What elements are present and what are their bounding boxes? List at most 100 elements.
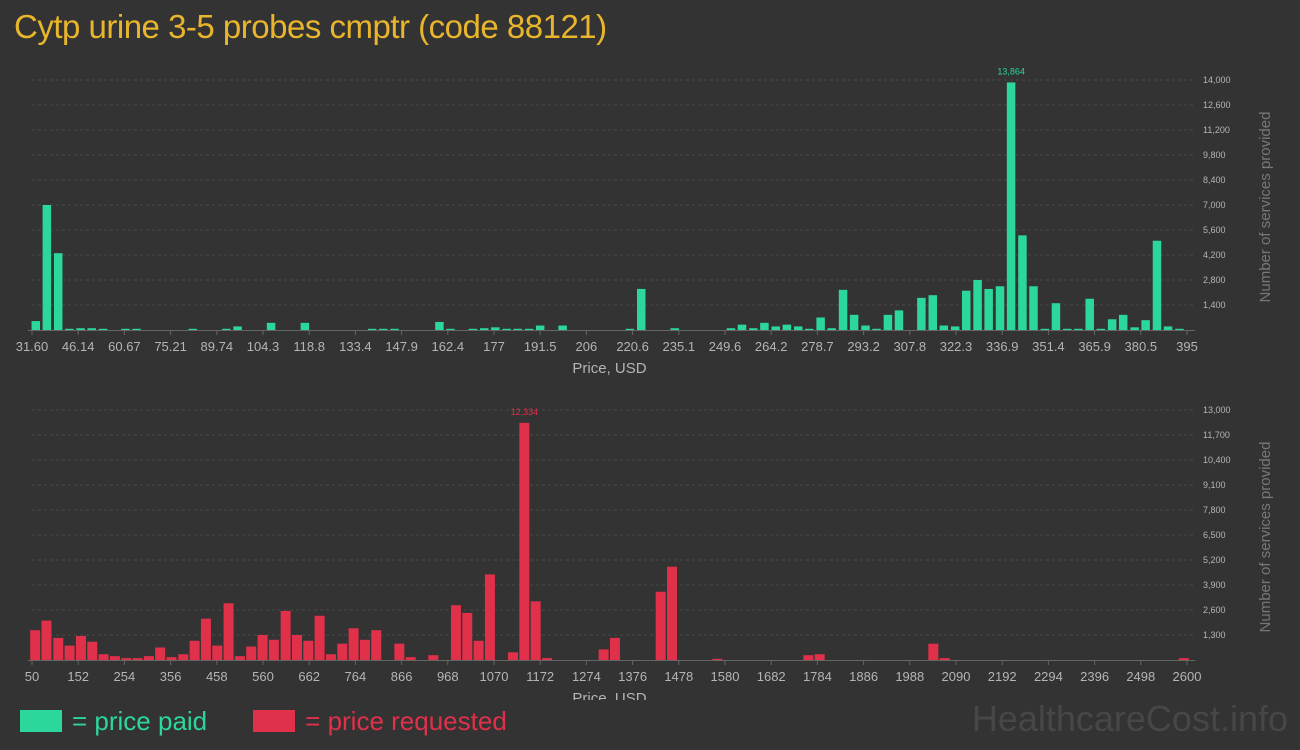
bar: [558, 325, 567, 330]
bar: [462, 612, 473, 660]
bar: [280, 610, 291, 660]
x-tick-label: 147.9: [385, 339, 418, 354]
legend-swatch-requested: [253, 710, 296, 732]
bar: [87, 328, 96, 330]
bar: [42, 205, 52, 330]
bar: [132, 658, 143, 660]
bar: [53, 637, 64, 660]
bar: [98, 654, 109, 660]
x-tick-label: 50: [25, 669, 39, 684]
bar: [64, 645, 75, 660]
bar: [378, 328, 388, 330]
bar: [394, 643, 405, 660]
x-tick-label: 2600: [1173, 669, 1202, 684]
bar: [861, 325, 870, 330]
bar: [1118, 314, 1128, 330]
y-tick-label: 4,200: [1203, 250, 1226, 260]
bar: [132, 328, 141, 330]
bar: [928, 643, 939, 660]
bar: [53, 253, 63, 330]
bar: [1096, 328, 1106, 330]
x-tick-label: 46.14: [62, 339, 95, 354]
bar: [524, 328, 534, 330]
y-tick-label: 14,000: [1203, 75, 1231, 85]
bar: [166, 657, 177, 660]
bar: [246, 646, 257, 660]
bar: [143, 656, 154, 660]
bar: [670, 328, 679, 330]
bar: [816, 317, 825, 330]
bar: [1063, 328, 1072, 330]
y-tick-label: 9,800: [1203, 150, 1226, 160]
bar: [200, 618, 211, 660]
bar: [303, 640, 314, 660]
bar: [1141, 320, 1150, 330]
bar: [212, 645, 223, 660]
x-tick-label: 118.8: [293, 339, 325, 354]
y-tick-label: 5,200: [1203, 555, 1226, 565]
x-tick-label: 307.8: [894, 339, 927, 354]
bar: [894, 310, 904, 330]
bar: [541, 658, 552, 660]
x-tick-label: 264.2: [755, 339, 788, 354]
bar: [109, 656, 120, 660]
x-tick-label: 2090: [942, 669, 971, 684]
bar: [598, 649, 609, 660]
bar: [155, 647, 166, 660]
bar: [30, 630, 41, 660]
bar: [480, 328, 489, 330]
x-tick-label: 89.74: [201, 339, 234, 354]
x-tick-label: 293.2: [847, 339, 880, 354]
bar: [405, 657, 416, 660]
bar: [917, 297, 926, 330]
bar: [65, 328, 74, 330]
x-tick-label: 365.9: [1078, 339, 1111, 354]
bar: [325, 654, 336, 660]
x-tick-label: 162.4: [432, 339, 465, 354]
bar: [435, 321, 444, 330]
bar: [1175, 328, 1184, 330]
bar: [939, 325, 949, 330]
bar: [961, 290, 971, 330]
bar: [257, 635, 268, 660]
bar: [266, 322, 276, 330]
y-tick-label: 6,500: [1203, 530, 1226, 540]
bar: [883, 314, 893, 330]
y-tick-label: 7,000: [1203, 200, 1226, 210]
bar: [872, 328, 881, 330]
x-tick-label: 866: [391, 669, 413, 684]
bar: [348, 628, 359, 660]
bar: [726, 328, 736, 330]
bar: [1178, 658, 1189, 660]
y-axis-label: Number of services provided: [1257, 112, 1274, 303]
bar: [76, 328, 85, 330]
bar: [359, 639, 370, 660]
bar: [98, 328, 108, 330]
y-axis-label: Number of services provided: [1257, 442, 1274, 633]
x-tick-label: 351.4: [1032, 339, 1065, 354]
bar: [973, 280, 982, 330]
bar: [939, 658, 950, 660]
bar: [1085, 298, 1094, 330]
x-tick-label: 278.7: [801, 339, 834, 354]
y-tick-label: 10,400: [1203, 455, 1231, 465]
bar: [928, 295, 938, 330]
x-tick-label: 2396: [1080, 669, 1109, 684]
x-tick-label: 2294: [1034, 669, 1063, 684]
x-tick-label: 191.5: [524, 339, 557, 354]
x-tick-label: 2498: [1126, 669, 1155, 684]
bar: [450, 605, 461, 660]
bar: [1107, 319, 1117, 330]
bar: [1029, 286, 1038, 330]
bar: [655, 591, 666, 660]
x-tick-label: 177: [483, 339, 505, 354]
x-tick-label: 395: [1176, 339, 1198, 354]
legend-label-paid: = price paid: [72, 705, 208, 736]
x-tick-label: 1988: [895, 669, 924, 684]
bar: [805, 328, 814, 330]
x-tick-label: 380.5: [1125, 339, 1158, 354]
bar: [530, 601, 541, 660]
bar: [75, 635, 86, 660]
bar: [1074, 328, 1083, 330]
price-requested-chart: 1,300 2,600 3,900 5,200 6,500 7,800 9,100 10,40…: [25, 405, 1274, 700]
